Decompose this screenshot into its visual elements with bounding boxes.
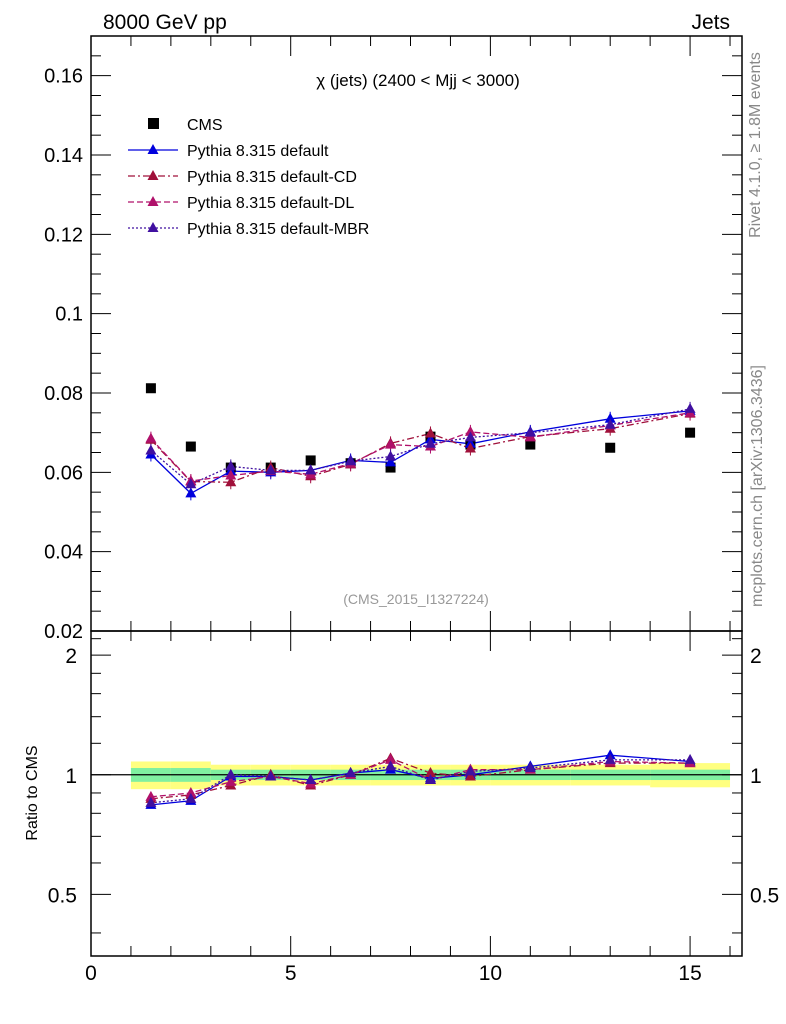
header-right: Jets [691,11,730,34]
cd-marker [225,476,237,487]
dl-marker [225,469,237,480]
xtick-label: 10 [479,962,502,985]
main-ytick-label: 0.02 [44,621,83,643]
default-marker [604,412,616,423]
default-marker [385,456,397,467]
legend-cms-marker [148,118,159,129]
ratio-mbr-marker [524,762,536,773]
mbr-marker [145,444,157,455]
legend-cms-label: CMS [187,117,223,134]
legend-default-marker [147,144,159,154]
ratio-ytick-label: 2 [65,645,77,668]
main-ytick-label: 0.1 [55,304,83,326]
ratio-dl-marker [385,753,397,764]
mbr-marker [185,478,197,489]
ratio-mbr-marker [305,774,317,785]
ratio-panel-frame [90,630,743,957]
legend-cd-label: Pythia 8.315 default-CD [187,169,357,186]
ratio-ylabel: Ratio to CMS [24,745,41,840]
ratio-mbr-marker [345,767,357,778]
ratio-mbr-marker [265,770,277,781]
ratio-dl-marker [225,775,237,786]
default-series-line [150,410,691,495]
cms-data-point [305,455,316,466]
ratio-cd-marker [464,770,476,781]
cms-data-point [385,462,396,473]
main-ytick-label: 0.16 [44,66,83,88]
dl-marker [145,432,157,443]
ratio-mbr-marker [684,753,696,764]
ratio-mbr-marker [604,753,616,764]
legend-mbr-label: Pythia 8.315 default-MBR [187,221,369,238]
ratio-dl-line [150,759,691,798]
legend-dl-marker [147,196,159,206]
dl-series-line [150,412,691,482]
ratio-ytick-label-right: 0.5 [750,884,779,907]
mbr-marker [604,418,616,429]
mbr-series-line [150,408,691,485]
ratio-mbr-marker [145,796,157,807]
ratio-ytick-label-right: 2 [750,645,762,668]
dl-marker [385,438,397,449]
xtick-label: 5 [285,962,297,985]
ratio-ytick-label-right: 1 [750,765,762,788]
ratio-mbr-marker [424,774,436,785]
mbr-marker [385,450,397,461]
legend-dl-label: Pythia 8.315 default-DL [187,195,354,212]
cms-data-point [605,442,616,453]
mbr-marker [684,402,696,413]
legend-mbr-marker [147,222,159,232]
mbr-marker [524,426,536,437]
mbr-marker [265,464,277,475]
main-ytick-label: 0.08 [44,383,83,405]
cms-data-point [185,441,196,452]
legend: CMS Pythia 8.315 default Pythia 8.315 defa… [128,117,369,238]
rivet-version-label: Rivet 4.1.0, ≥ 1.8M events [747,52,764,238]
mbr-marker [424,437,436,448]
ratio-cd-marker [424,767,436,778]
legend-default-label: Pythia 8.315 default [187,143,329,160]
cd-marker [424,427,436,438]
mbr-marker [225,460,237,471]
cms-data-point [145,383,156,394]
ratio-series-layer [145,749,696,809]
mcplots-label: mcplots.cern.ch [arXiv:1306.3436] [749,365,766,607]
cms-data-point [525,439,536,450]
ratio-mbr-line [150,759,691,804]
ratio-cd-line [150,757,691,800]
ratio-mbr-marker [464,765,476,776]
analysis-label: (CMS_2015_I1327224) [343,591,489,607]
ratio-ytick-label: 0.5 [48,884,77,907]
header-left: 8000 GeV pp [103,11,227,34]
xtick-label: 15 [678,962,701,985]
chart-title: χ (jets) (2400 < Mjj < 3000) [316,71,520,90]
main-ytick-label: 0.14 [44,145,83,167]
main-axis-ticks: 0.02 0.04 0.06 0.08 0.1 0.12 0.14 0.16 [44,35,742,643]
ratio-dl-marker [185,786,197,797]
ratio-dl-marker [145,790,157,801]
cd-series-line [150,412,691,483]
default-marker [185,487,197,498]
dl-marker [464,425,476,436]
main-ytick-label: 0.12 [44,224,83,246]
ratio-mbr-marker [225,768,237,779]
main-ytick-label: 0.04 [44,542,83,564]
ratio-mbr-marker [185,792,197,803]
legend-cd-marker [147,170,159,180]
xtick-label: 0 [85,962,97,985]
cd-marker [464,442,476,453]
cms-data-point [685,427,696,438]
ratio-axis-ticks: 0.5 0.5 1 1 2 2 0 5 10 15 [48,631,779,985]
main-series-layer [145,383,696,501]
ratio-default-line [150,754,691,806]
ratio-ytick-label: 1 [65,765,77,788]
main-ytick-label: 0.06 [44,462,83,484]
mbr-marker [305,464,317,475]
mbr-marker [345,455,357,466]
ratio-mbr-marker [385,760,397,771]
mbr-marker [464,431,476,442]
